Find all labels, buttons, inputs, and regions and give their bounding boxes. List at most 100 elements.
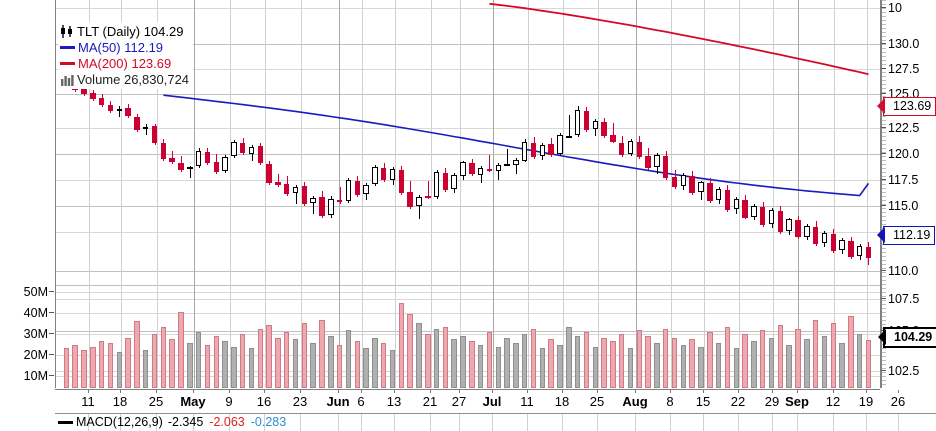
candle-body xyxy=(495,165,502,171)
volume-bar xyxy=(839,343,845,388)
candle-body xyxy=(275,182,281,186)
date-tick-mark xyxy=(797,390,798,393)
price-tag-pointer xyxy=(877,227,885,243)
candle-wick xyxy=(868,242,869,266)
macd-gridline xyxy=(527,414,528,431)
chart-legend: TLT (Daily) 104.29 MA(50) 112.19 MA(200)… xyxy=(58,22,194,89)
gridline-horizontal-volume xyxy=(56,355,881,356)
candle-body xyxy=(759,207,766,226)
volume-bar xyxy=(275,337,281,388)
price-tick-text: 130.0 xyxy=(888,37,920,51)
date-axis[interactable]: 11 18 25 May 9 16 23 Jun 6 13 21 27 Jul 11 18 25 Aug 8 15 2… xyxy=(55,389,905,414)
macd-pane[interactable]: MACD(12,26,9) -2.345 -2.063 -0.283 xyxy=(55,413,936,431)
date-tick-mark xyxy=(527,390,528,393)
volume-bar xyxy=(663,328,669,388)
macd-legend: MACD(12,26,9) -2.345 -2.063 -0.283 xyxy=(58,415,286,429)
date-tick-mark xyxy=(866,390,867,393)
candle-wick xyxy=(199,148,200,169)
candle-wick xyxy=(534,136,535,159)
date-label: 12 xyxy=(825,394,841,409)
date-tick-mark xyxy=(703,390,704,393)
gridline-horizontal xyxy=(56,94,881,95)
date-label: Jun xyxy=(326,394,350,409)
price-tag-value: 123.69 xyxy=(893,99,932,113)
volume-bar xyxy=(707,332,713,388)
macd-gridline xyxy=(156,414,157,431)
gridline-horizontal xyxy=(56,154,881,155)
volume-bar xyxy=(654,343,660,388)
volume-tick-text: 40M xyxy=(23,306,48,320)
gridline-vertical xyxy=(867,0,868,388)
volume-bar xyxy=(680,344,687,388)
volume-bar xyxy=(548,339,554,388)
candle-body xyxy=(125,108,131,116)
date-tick-mark xyxy=(898,390,899,393)
date-tick-mark xyxy=(300,390,301,393)
candle-body xyxy=(469,163,475,174)
candle-body xyxy=(451,174,457,190)
candle-wick xyxy=(93,90,94,101)
candle-body xyxy=(821,232,828,244)
volume-bar xyxy=(742,334,748,388)
volume-bar xyxy=(204,344,211,388)
date-label: Sep xyxy=(785,394,809,409)
legend-ma50-row: MA(50) 112.19 xyxy=(60,39,189,55)
gridline-vertical xyxy=(301,0,302,388)
volume-bar xyxy=(292,339,299,388)
gridline-vertical xyxy=(704,0,705,388)
date-label: 11 xyxy=(520,394,534,409)
candle-wick xyxy=(243,137,244,155)
price-tick-text: 117.5 xyxy=(888,173,919,187)
candle-body xyxy=(786,219,792,231)
candle-wick xyxy=(472,158,473,176)
volume-bar xyxy=(98,341,105,388)
date-label: 13 xyxy=(386,394,402,409)
gridline-vertical xyxy=(563,0,564,388)
candle-body xyxy=(98,97,105,106)
price-tick-label: 117.5 xyxy=(881,173,919,187)
volume-tick-mark xyxy=(49,354,54,355)
legend-ma50-label: MA(50) 112.19 xyxy=(78,39,164,55)
volume-bar xyxy=(451,339,457,388)
gridline-vertical xyxy=(194,0,195,388)
gridline-horizontal xyxy=(56,69,881,70)
volume-bar xyxy=(751,341,757,388)
candle-body xyxy=(707,183,713,202)
candle-wick xyxy=(454,172,455,193)
gridline-vertical xyxy=(362,0,363,388)
volume-bar xyxy=(856,334,863,388)
price-axis[interactable]: 10130.0127.5125.0122.5120.0117.5115.0112… xyxy=(877,0,936,388)
gridline-horizontal xyxy=(56,232,881,233)
candle-wick xyxy=(578,106,579,137)
candle-wick xyxy=(639,135,640,159)
volume-tick-label: 50M xyxy=(8,286,54,298)
date-label: 9 xyxy=(225,394,233,409)
ma200-line xyxy=(489,2,869,76)
price-tick-mark xyxy=(881,370,886,371)
date-label: 23 xyxy=(292,394,308,409)
macd-histogram-value: -0.283 xyxy=(250,415,287,429)
volume-bar xyxy=(90,346,96,388)
volume-tick-mark xyxy=(49,375,54,376)
gridline-horizontal xyxy=(56,8,881,9)
candle-body xyxy=(742,199,748,218)
gridline-horizontal xyxy=(56,271,881,272)
volume-bar xyxy=(689,339,695,388)
volume-bar xyxy=(319,319,325,388)
price-tick-text: 127.5 xyxy=(888,62,920,76)
date-label: 22 xyxy=(730,394,746,409)
candle-body xyxy=(213,162,219,172)
candle-body xyxy=(777,210,784,232)
candle-wick xyxy=(207,148,208,166)
date-label: 16 xyxy=(256,394,272,409)
volume-bar xyxy=(442,326,449,388)
candle-wick xyxy=(780,206,781,234)
candle-wick xyxy=(322,190,323,218)
volume-tick-text: 20M xyxy=(23,348,48,362)
date-tick-mark xyxy=(361,390,362,393)
gridline-vertical xyxy=(395,0,396,388)
candle-body xyxy=(654,154,660,168)
gridline-horizontal-volume xyxy=(56,334,881,335)
candle-body xyxy=(698,182,704,192)
